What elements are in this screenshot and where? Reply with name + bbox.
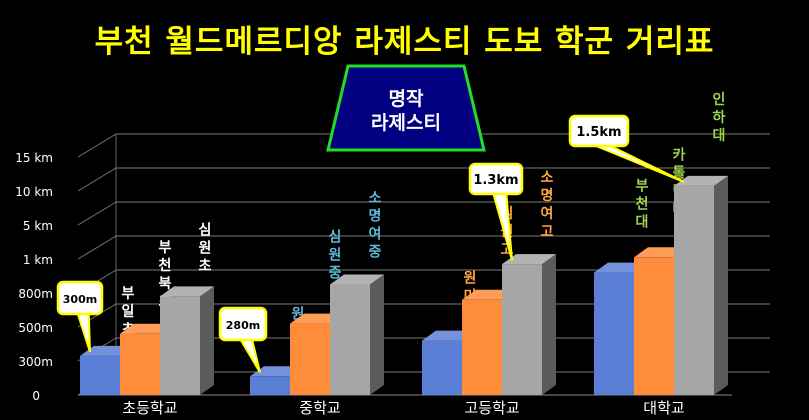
y-tick-label: 10 km — [15, 185, 53, 199]
callout-box — [468, 162, 524, 196]
y-tick-label: 1 km — [23, 253, 53, 267]
bar — [330, 284, 370, 395]
bar-side — [200, 286, 214, 395]
bar — [674, 185, 714, 395]
bar-side — [370, 274, 384, 395]
bar — [160, 296, 200, 395]
bar — [502, 264, 542, 395]
gridline-diagonal — [77, 133, 117, 158]
callout-box — [218, 306, 268, 342]
callout-label: 1.5km — [576, 125, 621, 140]
gridline-diagonal — [77, 201, 117, 226]
y-tick-label: 300m — [18, 355, 53, 369]
bar-top — [160, 286, 214, 297]
callout-pointer — [76, 313, 91, 353]
bar — [120, 333, 160, 395]
bar — [290, 323, 330, 395]
bar — [250, 376, 290, 395]
badge-line-2: 라제스티 — [371, 112, 441, 134]
gridline-diagonal — [77, 235, 117, 260]
bar — [422, 340, 462, 395]
y-tick-label: 800m — [18, 287, 53, 301]
callout-label: 300m — [63, 293, 97, 306]
callout-box — [56, 280, 104, 316]
bar — [462, 299, 502, 395]
bar — [634, 257, 674, 395]
x-tick-label: 중학교 — [299, 399, 340, 417]
badge-line-1: 명작 — [388, 88, 424, 110]
callout-pointer — [239, 339, 261, 373]
y-tick-label: 0 — [32, 389, 40, 403]
x-tick-label: 고등학교 — [464, 399, 519, 417]
bar — [594, 272, 634, 395]
y-tick-label: 5 km — [23, 219, 53, 233]
logo-badge — [326, 64, 486, 152]
callout-pointer — [595, 145, 685, 183]
bar-top — [330, 274, 384, 285]
callout-label: 1.3km — [473, 173, 518, 188]
callout-pointer — [492, 193, 513, 261]
logo-badge-text: 명작 라제스티 — [326, 87, 486, 135]
x-tick-label: 대학교 — [643, 399, 684, 417]
callout-label: 280m — [226, 319, 260, 332]
chart-title: 부천 월드메르디앙 라제스티 도보 학군 거리표 — [94, 24, 715, 60]
x-tick-label: 초등학교 — [122, 399, 177, 417]
bar — [80, 355, 120, 395]
gridline-diagonal — [77, 167, 117, 192]
bar-side — [714, 175, 728, 395]
bar-top — [502, 254, 556, 265]
y-tick-label: 500m — [18, 321, 53, 335]
y-tick-label: 15 km — [15, 151, 53, 165]
bar-top — [674, 175, 728, 186]
callout-box — [568, 114, 630, 148]
bar-side — [542, 254, 556, 395]
